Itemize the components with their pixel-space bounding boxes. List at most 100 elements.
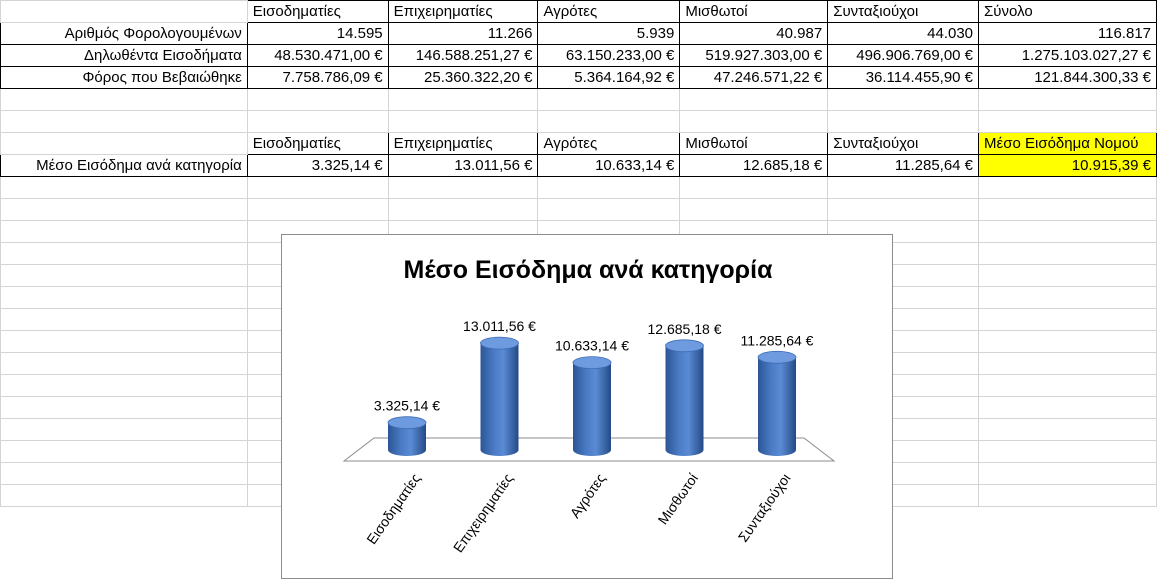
t1-header-cell[interactable]: Αγρότες [537,0,681,23]
cell-empty[interactable] [537,88,681,111]
cell-empty[interactable] [537,110,681,133]
cell-empty[interactable] [827,198,980,221]
t1-value-cell[interactable]: 40.987 [679,22,829,45]
cell-empty[interactable] [0,132,248,155]
t1-value-cell[interactable]: 44.030 [827,22,980,45]
t1-value-cell[interactable]: 5.939 [537,22,681,45]
t2-value-cell[interactable]: 13.011,56 € [387,154,539,177]
cell-empty[interactable] [978,418,1157,441]
t1-header-cell[interactable]: Σύνολο [978,0,1157,23]
t2-value-cell[interactable]: 12.685,18 € [679,154,829,177]
t1-value-cell[interactable]: 121.844.300,33 € [978,66,1157,89]
cell-empty[interactable] [537,198,681,221]
cell-empty[interactable] [0,176,248,199]
cell-empty[interactable] [0,220,248,243]
cell-empty[interactable] [978,242,1157,265]
t2-header-cell[interactable]: Εισοδηματίες [246,132,389,155]
t2-value-cell[interactable]: 11.285,64 € [827,154,980,177]
t1-value-cell[interactable]: 7.758.786,09 € [246,66,389,89]
t2-row-label[interactable]: Μέσο Εισόδημα ανά κατηγορία [0,154,248,177]
cell-empty[interactable] [978,484,1157,507]
t2-header-cell[interactable]: Επιχειρηματίες [387,132,539,155]
cell-empty[interactable] [387,198,539,221]
chart-bar [665,345,704,456]
cell-empty[interactable] [978,220,1157,243]
t1-value-cell[interactable]: 48.530.471,00 € [246,44,389,67]
t2-header-cell[interactable]: Μισθωτοί [679,132,829,155]
cell-empty[interactable] [827,176,980,199]
t2-header-cell[interactable]: Συνταξιούχοι [827,132,980,155]
cell-empty[interactable] [978,308,1157,331]
cell-empty[interactable] [0,264,248,287]
cell-empty[interactable] [0,374,248,397]
cell-empty[interactable] [978,198,1157,221]
t1-value-cell[interactable]: 116.817 [978,22,1157,45]
t1-value-cell[interactable]: 14.595 [246,22,389,45]
t1-value-cell[interactable]: 496.906.769,00 € [827,44,980,67]
cell-empty[interactable] [978,286,1157,309]
cell-empty[interactable] [679,176,829,199]
cell-empty[interactable] [0,462,248,485]
t2-value-cell-highlighted[interactable]: 10.915,39 € [978,154,1157,177]
t1-row-label[interactable]: Φόρος που Βεβαιώθηκε [0,66,248,89]
average-income-chart[interactable]: Μέσο Εισόδημα ανά κατηγορία 3.325,14 € Ει… [281,234,893,579]
t1-value-cell[interactable]: 11.266 [387,22,539,45]
t2-value-cell[interactable]: 10.633,14 € [537,154,681,177]
t2-value-cell[interactable]: 3.325,14 € [246,154,389,177]
cell-empty[interactable] [246,110,389,133]
cell-empty[interactable] [387,110,539,133]
cell-empty[interactable] [246,176,389,199]
cell-empty[interactable] [978,352,1157,375]
t2-header-cell-highlighted[interactable]: Μέσο Εισόδημα Νομού [978,132,1157,155]
cell-empty[interactable] [978,264,1157,287]
cell-empty[interactable] [387,88,539,111]
cell-empty[interactable] [0,0,248,23]
cell-empty[interactable] [679,110,829,133]
cell-empty[interactable] [827,110,980,133]
t1-header-cell[interactable]: Συνταξιούχοι [827,0,980,23]
cell-empty[interactable] [978,440,1157,463]
t1-value-cell[interactable]: 1.275.103.027,27 € [978,44,1157,67]
t1-row-label[interactable]: Αριθμός Φορολογουμένων [0,22,248,45]
cell-empty[interactable] [0,286,248,309]
cell-empty[interactable] [246,198,389,221]
t1-value-cell[interactable]: 5.364.164,92 € [537,66,681,89]
t1-value-cell[interactable]: 25.360.322,20 € [387,66,539,89]
cell-empty[interactable] [0,242,248,265]
cell-empty[interactable] [0,88,248,111]
t1-header-cell[interactable]: Εισοδηματίες [246,0,389,23]
cell-empty[interactable] [0,198,248,221]
chart-bar [480,343,519,456]
cell-empty[interactable] [827,88,980,111]
cell-empty[interactable] [978,88,1157,111]
cell-empty[interactable] [0,396,248,419]
t1-value-cell[interactable]: 47.246.571,22 € [679,66,829,89]
cell-empty[interactable] [978,110,1157,133]
cell-empty[interactable] [537,176,681,199]
cell-empty[interactable] [0,308,248,331]
t1-header-cell[interactable]: Μισθωτοί [679,0,829,23]
cell-empty[interactable] [0,352,248,375]
t1-value-cell[interactable]: 519.927.303,00 € [679,44,829,67]
cell-empty[interactable] [978,176,1157,199]
cell-empty[interactable] [0,440,248,463]
cell-empty[interactable] [679,198,829,221]
t1-header-cell[interactable]: Επιχειρηματίες [387,0,539,23]
cell-empty[interactable] [978,462,1157,485]
t1-row-label[interactable]: Δηλωθέντα Εισοδήματα [0,44,248,67]
cell-empty[interactable] [0,418,248,441]
cell-empty[interactable] [387,176,539,199]
t2-header-cell[interactable]: Αγρότες [537,132,681,155]
cell-empty[interactable] [246,88,389,111]
cell-empty[interactable] [679,88,829,111]
cell-empty[interactable] [0,330,248,353]
cell-empty[interactable] [978,330,1157,353]
t1-value-cell[interactable]: 146.588.251,27 € [387,44,539,67]
t1-value-cell[interactable]: 63.150.233,00 € [537,44,681,67]
cell-empty[interactable] [978,374,1157,397]
chart-bar-top [665,339,704,353]
t1-value-cell[interactable]: 36.114.455,90 € [827,66,980,89]
cell-empty[interactable] [0,110,248,133]
cell-empty[interactable] [0,484,248,507]
cell-empty[interactable] [978,396,1157,419]
